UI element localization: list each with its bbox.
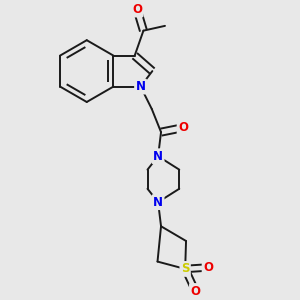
Text: O: O [178,121,188,134]
Text: O: O [203,261,213,274]
Text: N: N [153,150,163,163]
Text: O: O [190,284,200,298]
Text: N: N [136,80,146,93]
Text: S: S [181,262,189,275]
Text: N: N [153,196,163,208]
Text: O: O [132,3,142,16]
